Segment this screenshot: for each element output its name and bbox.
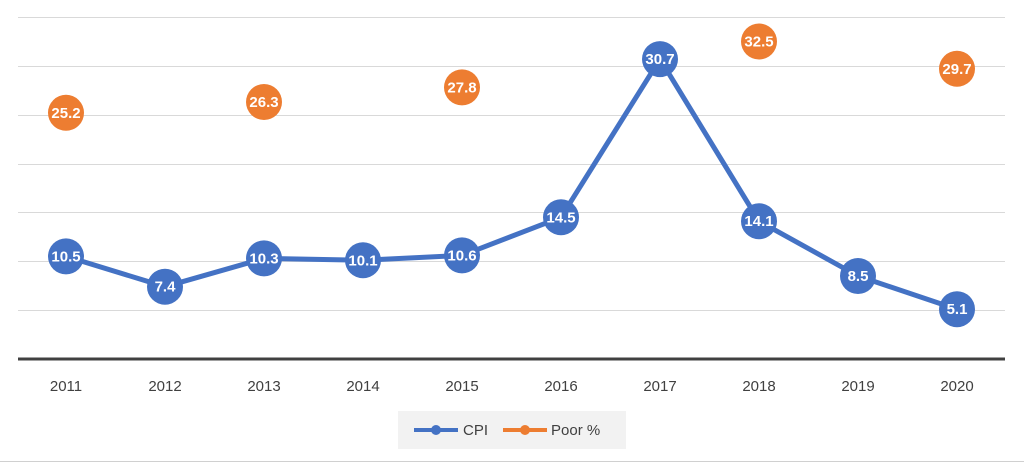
x-tick-label: 2011 xyxy=(50,378,82,395)
series-poor: 25.2 26.3 27.8 32.5 29.7 xyxy=(48,23,975,131)
legend-marker xyxy=(431,425,441,435)
data-label: 8.5 xyxy=(848,268,869,285)
data-point xyxy=(642,41,678,78)
legend: CPI Poor % xyxy=(398,411,626,449)
data-label: 27.8 xyxy=(447,79,476,96)
x-tick-label: 2013 xyxy=(247,378,280,395)
legend-marker xyxy=(520,425,530,435)
x-tick-label: 2019 xyxy=(841,378,874,395)
x-tick-label: 2016 xyxy=(544,378,577,395)
data-label: 29.7 xyxy=(942,61,971,78)
data-point xyxy=(345,242,381,279)
x-tick-label: 2018 xyxy=(742,378,775,395)
data-label: 30.7 xyxy=(645,51,674,68)
legend-label: CPI xyxy=(463,422,488,439)
data-point xyxy=(939,50,975,87)
x-tick-label: 2020 xyxy=(940,378,973,395)
series-cpi: 10.5 7.4 10.3 10.1 10.6 14.5 30.7 14.1 8.5 5.1 xyxy=(48,41,975,328)
data-label: 10.5 xyxy=(51,248,80,265)
legend-label: Poor % xyxy=(551,422,600,439)
data-point xyxy=(741,23,777,60)
x-axis-ticks: 2011 2012 2013 2014 2015 2016 2017 2018 2019 2020 xyxy=(50,378,974,395)
data-point xyxy=(840,258,876,294)
data-label: 32.5 xyxy=(744,34,773,51)
data-point xyxy=(48,94,84,131)
data-point xyxy=(246,240,282,277)
data-label: 10.3 xyxy=(249,250,278,267)
gridlines xyxy=(18,17,1005,311)
series-line xyxy=(63,56,960,312)
data-label: 14.5 xyxy=(546,209,575,226)
x-tick-label: 2015 xyxy=(445,378,478,395)
x-tick-label: 2014 xyxy=(346,378,379,395)
data-label: 10.6 xyxy=(447,247,476,264)
data-label: 10.1 xyxy=(348,252,377,269)
x-tick-label: 2012 xyxy=(148,378,181,395)
data-point xyxy=(48,238,84,275)
data-point xyxy=(543,199,579,236)
data-point xyxy=(147,268,183,305)
data-label: 14.1 xyxy=(744,213,773,230)
data-label: 26.3 xyxy=(249,94,278,111)
data-point xyxy=(444,237,480,274)
data-label: 25.2 xyxy=(51,105,80,122)
data-point xyxy=(444,69,480,106)
data-label: 7.4 xyxy=(155,279,177,296)
data-point xyxy=(939,291,975,328)
x-tick-label: 2017 xyxy=(643,378,676,395)
data-point xyxy=(741,203,777,240)
data-label: 5.1 xyxy=(947,301,968,318)
data-point xyxy=(246,84,282,120)
